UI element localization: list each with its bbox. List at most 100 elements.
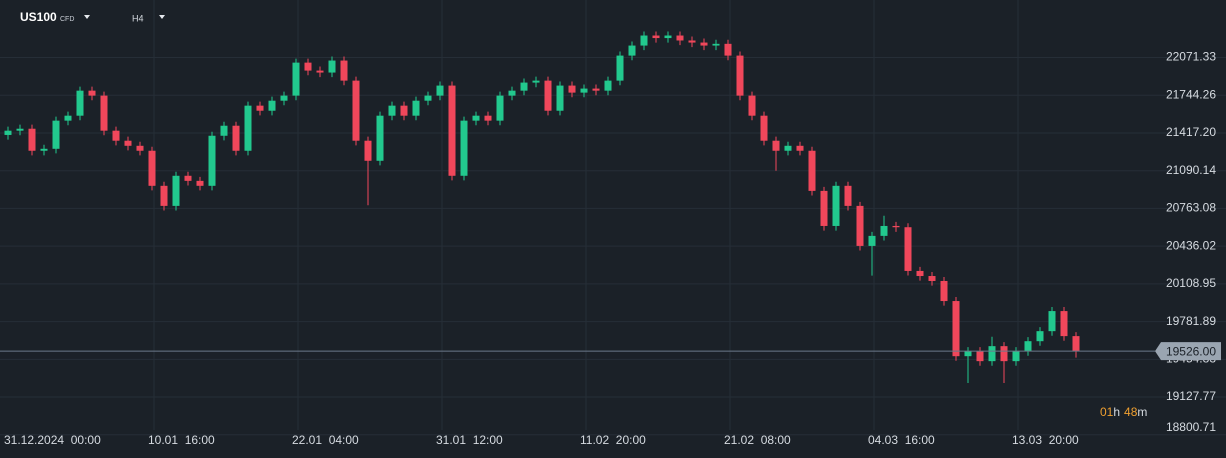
- candle-body: [340, 60, 348, 81]
- x-tick-label: 21.02 08:00: [724, 433, 791, 447]
- y-tick-label: 20108.95: [1166, 276, 1216, 290]
- timeframe[interactable]: H4: [132, 13, 144, 23]
- y-tick-label: 22071.33: [1166, 50, 1216, 64]
- candle-body: [220, 125, 228, 136]
- countdown: 01h 48m: [1100, 405, 1147, 419]
- candle-body: [544, 80, 552, 111]
- candle-body: [928, 276, 936, 281]
- symbol-tag: CFD: [60, 16, 74, 23]
- candle-body: [160, 185, 168, 206]
- candle-body: [916, 270, 924, 277]
- candle-body: [328, 60, 336, 73]
- candle-body: [364, 140, 372, 161]
- candle-body: [304, 62, 312, 71]
- candle-body: [448, 85, 456, 176]
- candle-body: [700, 42, 708, 46]
- countdown-minute-unit: m: [1137, 405, 1147, 419]
- candle-body: [640, 35, 648, 46]
- timeframe-dropdown[interactable]: [159, 15, 165, 19]
- candle-body: [1072, 336, 1080, 352]
- y-tick-label: 20763.08: [1166, 201, 1216, 215]
- x-tick-label: 22.01 04:00: [292, 433, 359, 447]
- y-tick-label: 20436.02: [1166, 238, 1216, 252]
- candle-body: [400, 105, 408, 116]
- y-tick-label: 18800.71: [1166, 420, 1216, 434]
- candle-body: [112, 130, 120, 141]
- candle-body: [760, 115, 768, 141]
- candle-body: [1012, 351, 1020, 362]
- candle-body: [208, 135, 216, 186]
- current-price-tag: [1155, 342, 1221, 361]
- candle-body: [256, 105, 264, 111]
- candle-body: [868, 235, 876, 246]
- candle-body: [604, 80, 612, 91]
- candle-body: [856, 205, 864, 246]
- candle-body: [316, 70, 324, 73]
- candle-body: [736, 55, 744, 96]
- candle-body: [280, 95, 288, 101]
- candle-body: [520, 82, 528, 91]
- candle-body: [1060, 311, 1068, 337]
- candle-body: [52, 120, 60, 149]
- candle-body: [28, 128, 36, 151]
- candle-body: [16, 128, 24, 131]
- y-tick-label: 21090.14: [1166, 163, 1216, 177]
- candle-body: [184, 175, 192, 181]
- candle-body: [100, 95, 108, 131]
- candle-body: [244, 105, 252, 151]
- candle-body: [1036, 331, 1044, 342]
- x-tick-label: 11.02 20:00: [580, 433, 646, 447]
- candle-body: [412, 100, 420, 116]
- x-tick-label: 31.01 12:00: [436, 433, 503, 447]
- y-tick-label: 19127.77: [1166, 389, 1216, 403]
- candle-body: [4, 130, 12, 135]
- candle-body: [904, 227, 912, 271]
- candle-body: [628, 45, 636, 56]
- candle-body: [508, 90, 516, 96]
- current-price-label: 19526.00: [1166, 344, 1216, 358]
- candle-body: [196, 180, 204, 186]
- candle-body: [592, 88, 600, 91]
- candle-body: [844, 185, 852, 206]
- candle-body: [496, 95, 504, 121]
- y-tick-label: 19781.89: [1166, 314, 1216, 328]
- candle-body: [784, 145, 792, 151]
- candle-body: [88, 90, 96, 96]
- candle-body: [724, 43, 732, 56]
- countdown-hour-unit: h: [1113, 405, 1120, 419]
- candle-body: [424, 95, 432, 101]
- candle-body: [568, 85, 576, 93]
- candle-body: [964, 351, 972, 357]
- candle-body: [1048, 311, 1056, 332]
- candle-body: [748, 95, 756, 116]
- candle-body: [1024, 341, 1032, 352]
- x-tick-label: 10.01 16:00: [148, 433, 215, 447]
- header: US100 CFD H4: [20, 10, 165, 24]
- candle-body: [1000, 346, 1008, 362]
- candle-body: [268, 100, 276, 111]
- grid: [0, 0, 1226, 436]
- candle-body: [388, 105, 396, 116]
- candle-body: [688, 40, 696, 43]
- candle-body: [472, 115, 480, 121]
- candle-body: [172, 175, 180, 206]
- candle-body: [292, 62, 300, 96]
- symbol[interactable]: US100: [20, 10, 57, 24]
- candle-body: [772, 140, 780, 151]
- candle-body: [892, 225, 900, 228]
- candle-body: [40, 148, 48, 151]
- candle-body: [988, 346, 996, 362]
- candle-body: [232, 125, 240, 151]
- candle-body: [580, 88, 588, 93]
- candle-body: [712, 43, 720, 46]
- candle-body: [676, 35, 684, 41]
- candle-body: [652, 35, 660, 39]
- candle-body: [616, 55, 624, 81]
- symbol-dropdown[interactable]: [84, 15, 90, 19]
- candle-body: [796, 145, 804, 151]
- candle-body: [832, 185, 840, 226]
- candle-body: [124, 140, 132, 146]
- x-tick-label: 04.03 16:00: [868, 433, 935, 447]
- candle-body: [880, 225, 888, 236]
